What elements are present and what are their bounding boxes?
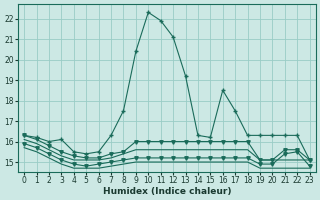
X-axis label: Humidex (Indice chaleur): Humidex (Indice chaleur) (103, 187, 231, 196)
